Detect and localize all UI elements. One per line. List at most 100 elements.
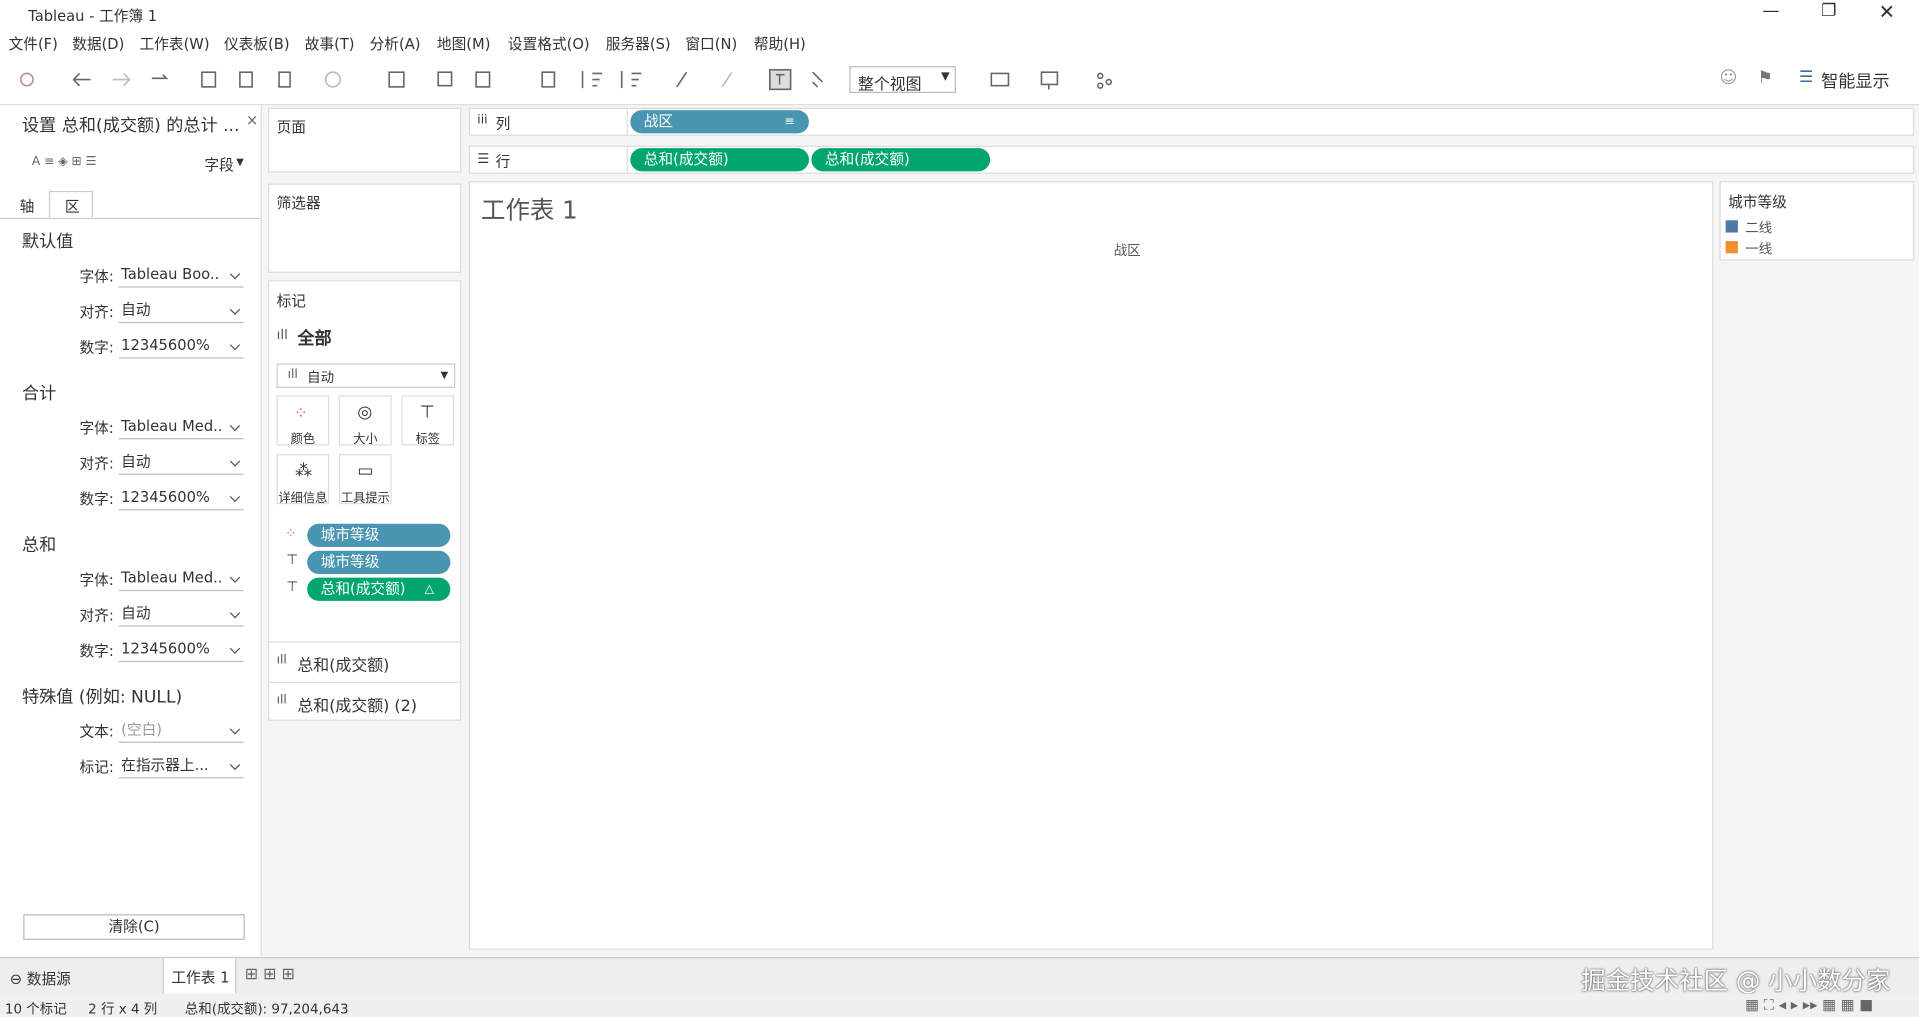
menu-item[interactable]: 帮助(H) <box>753 35 806 53</box>
show-me[interactable]: 智能显示 <box>1821 72 1890 92</box>
close-panel[interactable]: × <box>245 111 259 129</box>
field-button[interactable]: 字段 <box>204 156 234 174</box>
dropdown-arrow: ▼ <box>236 156 244 168</box>
detail-button[interactable]: ⁂ 详细信息 <box>276 454 330 505</box>
datasource-tab[interactable]: ⊖ 数据源 <box>10 968 71 989</box>
bar-icon: ıll <box>287 368 298 382</box>
menu-item[interactable]: 分析(A) <box>369 35 421 53</box>
tab-label: 区 <box>64 198 80 216</box>
divider <box>269 641 461 643</box>
field-value[interactable]: 12345600% <box>118 334 244 359</box>
tab[interactable]: 轴 <box>19 198 35 216</box>
color-button[interactable]: ⁘ 颜色 <box>276 395 330 447</box>
button-label: 颜色 <box>290 433 316 447</box>
field-value[interactable]: 12345600% <box>118 638 244 663</box>
pill-label: 城市等级 <box>320 526 380 544</box>
field-text: 12345600% <box>121 336 210 354</box>
mark-pill[interactable]: 总和(成交额) △ <box>307 577 451 601</box>
field-label: 字体: <box>79 419 114 437</box>
fit-dropdown[interactable]: 整个视图 ▼ <box>849 66 956 94</box>
field-value[interactable]: Tableau Boo.. <box>118 263 244 288</box>
menu-item[interactable]: 故事(T) <box>304 35 355 53</box>
pill-label: 总和(成交额) <box>643 150 729 168</box>
pill-label: 城市等级 <box>320 553 380 571</box>
pages-shelf: 页面 <box>268 107 462 173</box>
mark-pill[interactable]: 城市等级 <box>307 550 451 574</box>
dropdown-arrow: ▼ <box>941 70 950 84</box>
button-label: 标签 <box>415 433 440 447</box>
menu-item[interactable]: 仪表板(B) <box>223 35 290 53</box>
sheet-title: 工作表 1 <box>481 196 578 225</box>
menu-item[interactable]: 文件(F) <box>8 35 58 53</box>
field-text: 12345600% <box>121 488 210 506</box>
field-label: 对齐: <box>79 455 114 473</box>
dropdown-arrow: ▼ <box>440 369 449 381</box>
watermark: 掘金技术社区 @ 小小数分家 <box>1581 965 1891 995</box>
mark-type: 自动 <box>307 369 335 386</box>
menu-item[interactable]: 工作表(W) <box>139 35 210 53</box>
field-value[interactable]: Tableau Med.. <box>118 415 244 440</box>
menu-item[interactable]: 服务器(S) <box>605 35 671 53</box>
tooltip-button[interactable]: ▭ 工具提示 <box>339 454 392 505</box>
restore[interactable]: ❐ <box>1821 1 1837 21</box>
menu-item[interactable]: 窗口(N) <box>685 35 738 53</box>
menu-item[interactable]: 地图(M) <box>436 35 491 53</box>
row-pill[interactable]: 总和(成交额) <box>811 148 991 172</box>
column-pill[interactable]: 战区 ≡ <box>630 110 809 134</box>
field-label: 字体: <box>79 268 114 286</box>
shelf-title: 标记 <box>276 292 306 310</box>
icon[interactable]: ⚑ <box>1757 68 1773 89</box>
icon[interactable]: A ≡ ◈ ⊞ ☰ <box>31 155 97 169</box>
field-text: (空白) <box>121 720 163 738</box>
format-panel: 设置 总和(成交额) 的总计 ... × A ≡ ◈ ⊞ ☰ 字段 ▼ 轴 区 … <box>0 105 262 956</box>
icon: iii <box>477 113 488 128</box>
active-tab[interactable]: 区 <box>48 190 94 218</box>
menu-item[interactable]: 设置格式(O) <box>507 35 590 53</box>
close[interactable]: ✕ <box>1878 0 1896 24</box>
size-button[interactable]: ◎ 大小 <box>339 395 392 447</box>
menu-item[interactable]: 数据(D) <box>72 35 125 53</box>
minimize[interactable]: — <box>1762 1 1780 21</box>
bar-icon: ıll <box>276 693 287 708</box>
bar-icon: ıll <box>276 326 288 343</box>
status-text: 10 个标记 <box>4 1001 67 1017</box>
field-value[interactable]: 在指示器上... <box>118 754 244 779</box>
icon: ⁘ <box>285 525 297 541</box>
tab-label: 工作表 1 <box>171 969 230 987</box>
icon: ⁘ <box>293 403 309 424</box>
view-controls[interactable]: ▦ ⛶ ◂ ▸ ▸▸ ▦ ▦ ■ <box>1745 996 1874 1014</box>
shelf-title: 页面 <box>276 118 306 136</box>
new-sheet[interactable]: ⊞ ⊞ ⊞ <box>244 965 295 984</box>
mark-section[interactable]: 总和(成交额) <box>297 657 390 676</box>
button-label: 大小 <box>353 433 378 447</box>
icon: ▭ <box>357 461 374 481</box>
tab-label: 数据源 <box>26 970 71 988</box>
icon: ⊤ <box>419 402 435 423</box>
mark-pill[interactable]: 城市等级 <box>307 523 451 548</box>
row-pill[interactable]: 总和(成交额) <box>630 148 809 172</box>
field-value[interactable]: (空白) <box>118 718 244 743</box>
label-button[interactable]: ⊤ 标签 <box>401 395 455 447</box>
view-area <box>468 181 1714 950</box>
field-value[interactable]: 自动 <box>118 450 244 475</box>
icon[interactable]: ☺ <box>1719 68 1738 89</box>
field-label: 标记: <box>79 758 114 776</box>
legend-swatch <box>1725 241 1738 254</box>
section-title: 总和 <box>22 536 57 556</box>
icon: ⁂ <box>294 461 313 481</box>
shelf-title: 筛选器 <box>276 194 321 212</box>
field-value[interactable]: 自动 <box>118 602 244 627</box>
legend-label: 二线 <box>1745 220 1773 237</box>
field-value[interactable]: Tableau Med.. <box>118 567 244 592</box>
sheet-tab[interactable]: 工作表 1 <box>162 958 237 994</box>
mark-type-dropdown[interactable]: ıll 自动 ▼ <box>276 363 456 388</box>
icon: ◎ <box>357 402 373 423</box>
window-title: Tableau - 工作簿 1 <box>28 7 158 25</box>
field-text: 自动 <box>121 301 151 319</box>
mark-section[interactable]: 总和(成交额) (2) <box>297 697 417 716</box>
marks-card: 标记 ıll 全部 ıll 自动 ▼ ⁘ 颜色 ◎ 大小 ⊤ 标签 ⁂ 详细信息 ▭ 工具… <box>268 280 462 721</box>
clear-button[interactable]: 清除(C) <box>23 914 245 940</box>
field-value[interactable]: 12345600% <box>118 486 244 511</box>
field-value[interactable]: 自动 <box>118 299 244 324</box>
